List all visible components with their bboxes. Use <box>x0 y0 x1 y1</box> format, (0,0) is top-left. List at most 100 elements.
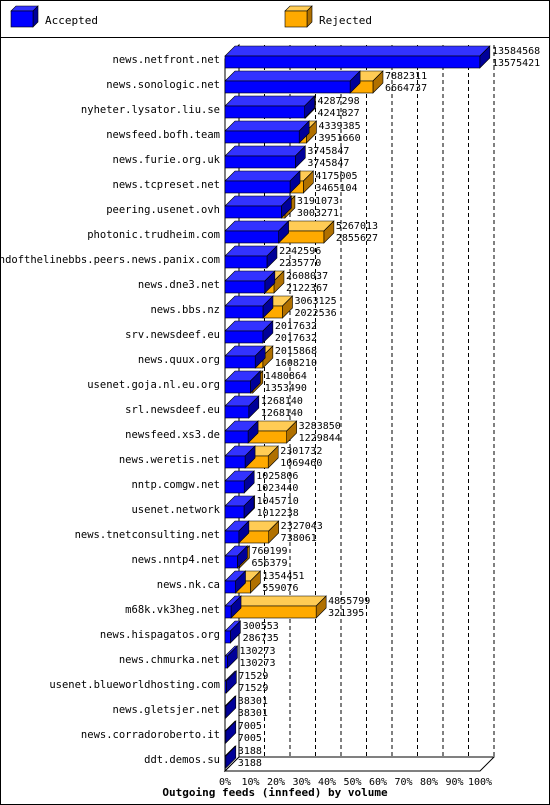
bar-accepted <box>224 595 242 619</box>
category-label: news.chmurka.net <box>119 654 220 666</box>
value-label-accepted: 3188 <box>238 758 262 769</box>
bar-accepted <box>224 645 239 669</box>
value-label-offered: 4855799 <box>328 596 370 607</box>
bar-accepted <box>224 70 361 94</box>
x-tick-label: 50% <box>343 777 361 788</box>
category-label: news.hispagatos.org <box>100 629 220 641</box>
value-label-offered: 1354451 <box>262 571 304 582</box>
bar-accepted-top <box>224 45 491 57</box>
category-label: nyheter.lysator.liu.se <box>81 104 220 116</box>
bar-group <box>224 270 285 294</box>
bar-accepted <box>224 670 238 694</box>
bar-accepted-front <box>224 405 250 419</box>
bar-accepted <box>224 320 274 344</box>
category-label: peering.usenet.ovh <box>106 204 220 216</box>
category-label: nntp.comgw.net <box>131 479 220 491</box>
bar-group <box>224 670 238 694</box>
bar-accepted-front <box>224 680 227 694</box>
value-label-accepted: 2235770 <box>279 258 321 269</box>
bar-accepted-front <box>224 630 231 644</box>
value-label-offered: 1268140 <box>261 396 303 407</box>
bar-accepted <box>224 45 491 69</box>
bar-group <box>224 720 237 744</box>
legend-accepted-swatch-front <box>10 10 34 28</box>
bar-rejected <box>230 595 327 619</box>
bar-accepted-front <box>224 480 245 494</box>
category-label: usenet.network <box>131 504 220 516</box>
category-label: news.furie.org.uk <box>113 154 221 166</box>
value-label-offered: 13584568 <box>492 46 540 57</box>
value-label-accepted: 13575421 <box>492 58 540 69</box>
bar-accepted <box>224 395 260 419</box>
bar-accepted <box>224 445 256 469</box>
category-label: m68k.vk3heg.net <box>125 604 220 616</box>
bar-group <box>224 645 239 669</box>
value-label-accepted: 1069460 <box>280 458 322 469</box>
bar-accepted-top <box>224 95 316 107</box>
category-label: photonic.trudheim.com <box>87 229 220 241</box>
bar-accepted-front <box>224 330 264 344</box>
value-label-offered: 300553 <box>243 621 279 632</box>
bar-accepted-front <box>224 155 296 169</box>
bar-accepted <box>224 270 276 294</box>
bar-accepted-top <box>224 120 310 132</box>
value-label-offered: 3063125 <box>294 296 336 307</box>
bar-accepted <box>224 95 316 119</box>
bar-accepted <box>224 720 237 744</box>
bar-accepted-top <box>224 170 301 182</box>
category-label: usenet.goja.nl.eu.org <box>87 379 220 391</box>
category-label: ddt.demos.su <box>144 754 220 766</box>
bar-accepted-front <box>224 355 256 369</box>
value-label-accepted: 1608210 <box>275 358 317 369</box>
value-label-accepted: 656379 <box>251 558 287 569</box>
value-label-accepted: 3951660 <box>318 133 360 144</box>
bar-accepted-front <box>224 255 268 269</box>
x-axis-title: Outgoing feeds (innfeed) by volume <box>162 786 388 799</box>
bar-group <box>224 170 315 194</box>
x-tick-label: 70% <box>394 777 412 788</box>
value-label-offered: 71529 <box>238 671 268 682</box>
bar-accepted <box>224 420 259 444</box>
legend-rejected-swatch-front <box>284 10 308 28</box>
bar-accepted <box>224 620 242 644</box>
bar-accepted-front <box>224 505 245 519</box>
x-tick-label: 0% <box>219 777 231 788</box>
bar-group <box>224 220 335 244</box>
category-label: srl.newsdeef.eu <box>125 404 220 416</box>
category-label: usenet.blueworldhosting.com <box>49 679 220 691</box>
category-label: news.nk.ca <box>157 579 220 591</box>
category-label: news.tnetconsulting.net <box>75 529 220 541</box>
value-label-offered: 38301 <box>238 696 268 707</box>
bar-group <box>224 520 280 544</box>
x-tick-label: 60% <box>369 777 387 788</box>
bar-accepted-front <box>224 230 279 244</box>
value-label-accepted: 2855627 <box>336 233 378 244</box>
bar-accepted-front <box>224 180 291 194</box>
bar-group <box>224 420 298 444</box>
x-tick-label: 10% <box>241 777 259 788</box>
category-label: news.netfront.net <box>113 54 220 66</box>
value-label-accepted: 286735 <box>243 633 279 644</box>
bar-group <box>224 495 256 519</box>
legend-accepted-swatch <box>10 5 39 28</box>
bar-accepted <box>224 695 237 719</box>
bar-accepted-front <box>224 130 300 144</box>
category-label: news.gletsjer.net <box>113 704 220 716</box>
legend-accepted-label: Accepted <box>45 14 98 27</box>
legend-rejected-swatch <box>284 5 313 28</box>
bars <box>224 45 491 769</box>
bar-rejected-front <box>230 605 317 619</box>
bar-accepted <box>224 545 249 569</box>
value-label-offered: 1025806 <box>256 471 298 482</box>
bar-accepted-front <box>224 280 266 294</box>
bar-group <box>224 395 260 419</box>
value-label-offered: 769199 <box>251 546 287 557</box>
bar-accepted <box>224 120 310 144</box>
bar-accepted <box>224 345 266 369</box>
bar-accepted-top <box>224 195 293 207</box>
bar-rejected <box>234 570 262 594</box>
value-label-offered: 5267013 <box>336 221 378 232</box>
category-label: news.sonologic.net <box>106 79 220 91</box>
bar-accepted <box>224 495 255 519</box>
